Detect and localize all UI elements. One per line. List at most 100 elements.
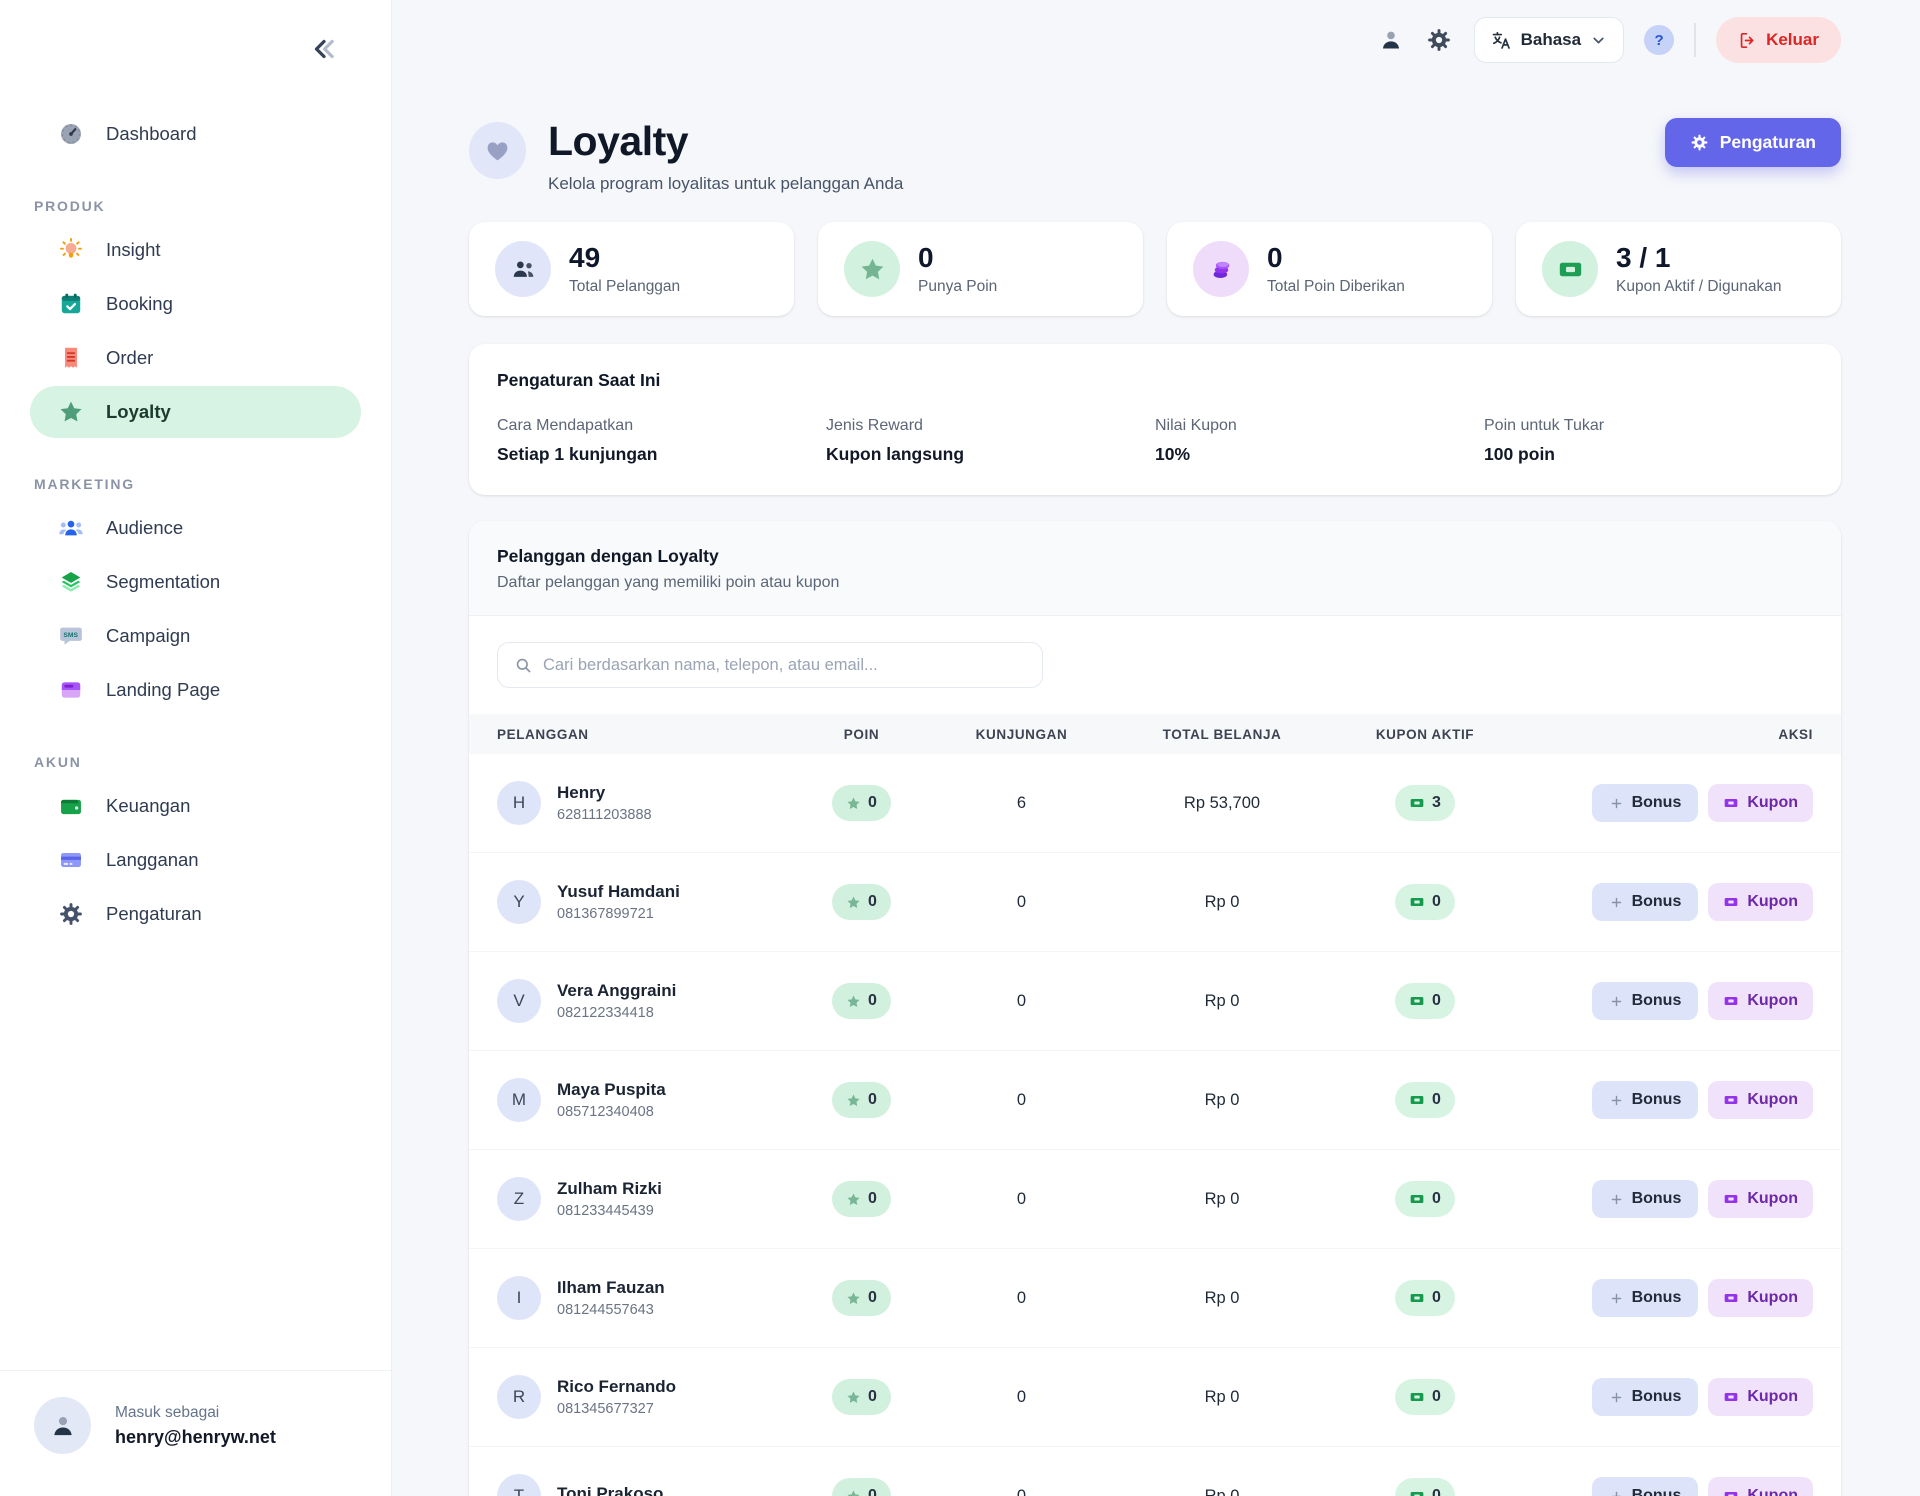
stat-value: 0 — [1267, 242, 1283, 273]
search-input[interactable] — [543, 655, 1026, 675]
points-badge: 0 — [832, 1181, 891, 1217]
chevron-down-icon — [1590, 32, 1607, 49]
points-badge: 0 — [832, 983, 891, 1019]
stat-value: 0 — [918, 242, 934, 273]
star-icon — [846, 1390, 861, 1405]
points-badge: 0 — [832, 785, 891, 821]
stat-label: Total Poin Diberikan — [1267, 278, 1405, 295]
table-row: T Toni Prakoso 0 0 Rp 0 0 Bonus Kupon — [469, 1447, 1841, 1496]
kupon-button[interactable]: Kupon — [1708, 1081, 1813, 1119]
bonus-button[interactable]: Bonus — [1591, 1180, 1699, 1218]
plus-icon — [1609, 994, 1624, 1009]
sidebar-item-pengaturan[interactable]: Pengaturan — [30, 888, 361, 940]
page-subtitle: Kelola program loyalitas untuk pelanggan… — [548, 174, 904, 193]
customer-phone: 081367899721 — [557, 906, 654, 922]
sidebar-item-segmentation[interactable]: Segmentation — [30, 556, 361, 608]
sidebar-item-audience[interactable]: Audience — [30, 502, 361, 554]
layers-icon — [58, 569, 84, 595]
people-group-icon — [495, 241, 551, 297]
bonus-button[interactable]: Bonus — [1591, 1279, 1699, 1317]
visits-value: 0 — [1016, 1387, 1027, 1406]
wallet-icon — [58, 793, 84, 819]
ticket-icon — [1723, 993, 1739, 1009]
pengaturan-button[interactable]: Pengaturan — [1664, 118, 1841, 167]
sidebar-item-booking[interactable]: Booking — [30, 278, 361, 330]
visits-value: 6 — [1016, 793, 1027, 812]
setting-value: Setiap 1 kunjungan — [497, 444, 658, 464]
sidebar-item-label: Booking — [106, 293, 173, 314]
sidebar-item-order[interactable]: Order — [30, 332, 361, 384]
receipt-icon — [58, 345, 84, 371]
total-spend-value: Rp 0 — [1204, 1090, 1240, 1109]
sidebar-item-dashboard[interactable]: Dashboard — [30, 108, 361, 160]
kupon-button[interactable]: Kupon — [1708, 1477, 1813, 1496]
coupons-badge: 0 — [1395, 1478, 1455, 1496]
bonus-button[interactable]: Bonus — [1591, 1477, 1699, 1496]
kupon-button[interactable]: Kupon — [1708, 1378, 1813, 1416]
profile-button[interactable] — [1378, 26, 1406, 54]
bonus-button[interactable]: Bonus — [1591, 982, 1699, 1020]
sidebar-item-keuangan[interactable]: Keuangan — [30, 780, 361, 832]
ticket-icon — [1409, 1488, 1425, 1496]
visits-value: 0 — [1016, 991, 1027, 1010]
bonus-button[interactable]: Bonus — [1591, 883, 1699, 921]
setting-poin-tukar: Poin untuk Tukar 100 poin — [1484, 417, 1813, 465]
topbar: Bahasa ? Keluar — [469, 0, 1841, 64]
logout-icon — [1738, 31, 1757, 50]
bonus-button[interactable]: Bonus — [1591, 1378, 1699, 1416]
sidebar-group-akun: AKUN — [34, 754, 82, 770]
kupon-button[interactable]: Kupon — [1708, 1180, 1813, 1218]
sidebar-item-landing-page[interactable]: Landing Page — [30, 664, 361, 716]
stat-value: 49 — [569, 242, 601, 273]
sidebar-item-label: Landing Page — [106, 679, 221, 700]
kupon-button[interactable]: Kupon — [1708, 1279, 1813, 1317]
sidebar-item-label: Segmentation — [106, 571, 221, 592]
sidebar-item-campaign[interactable]: Campaign — [30, 610, 361, 662]
user-icon — [1378, 27, 1404, 53]
table-row: R Rico Fernando 081345677327 0 0 Rp 0 0 … — [469, 1348, 1841, 1447]
ticket-icon — [1409, 993, 1425, 1009]
total-spend-value: Rp 0 — [1204, 1288, 1240, 1307]
points-badge: 0 — [832, 1478, 891, 1496]
table-row: M Maya Puspita 085712340408 0 0 Rp 0 0 B… — [469, 1051, 1841, 1150]
total-spend-value: Rp 0 — [1204, 1189, 1240, 1208]
bonus-button[interactable]: Bonus — [1591, 784, 1699, 822]
kupon-button[interactable]: Kupon — [1708, 784, 1813, 822]
language-label: Bahasa — [1520, 30, 1582, 49]
sidebar-collapse-button[interactable] — [309, 34, 339, 64]
customer-name: Rico Fernando — [557, 1377, 677, 1396]
setting-label: Nilai Kupon — [1155, 417, 1237, 434]
credit-card-icon — [58, 847, 84, 873]
column-pelanggan: PELANGGAN — [497, 726, 589, 742]
language-dropdown[interactable]: Bahasa — [1473, 17, 1625, 63]
sidebar-item-insight[interactable]: Insight — [30, 224, 361, 276]
settings-icon-button[interactable] — [1426, 26, 1454, 54]
pengaturan-label: Pengaturan — [1719, 132, 1816, 152]
heart-icon — [484, 137, 511, 164]
setting-label: Poin untuk Tukar — [1484, 417, 1605, 434]
avatar: R — [497, 1375, 541, 1419]
gear-icon — [1690, 133, 1709, 152]
sidebar-item-langganan[interactable]: Langganan — [30, 834, 361, 886]
stat-value: 3 / 1 — [1616, 242, 1671, 273]
plus-icon — [1609, 1093, 1624, 1108]
ticket-icon — [1723, 1092, 1739, 1108]
bonus-button[interactable]: Bonus — [1591, 1081, 1699, 1119]
sidebar-item-loyalty[interactable]: Loyalty — [30, 386, 361, 438]
column-kunjungan: KUNJUNGAN — [975, 726, 1068, 742]
avatar: M — [497, 1078, 541, 1122]
setting-label: Jenis Reward — [826, 417, 923, 434]
translate-icon — [1491, 30, 1512, 51]
sidebar-item-label: Campaign — [106, 625, 191, 646]
help-button[interactable]: ? — [1644, 25, 1675, 55]
search-field[interactable] — [497, 642, 1043, 688]
avatar — [34, 1397, 91, 1454]
customer-phone: 628111203888 — [557, 807, 652, 823]
main-content: Bahasa ? Keluar Loyalty Kelola program l… — [392, 0, 1920, 1496]
stat-punya-poin: 0 Punya Poin — [818, 222, 1143, 316]
logout-button[interactable]: Keluar — [1716, 17, 1841, 63]
kupon-button[interactable]: Kupon — [1708, 883, 1813, 921]
kupon-button[interactable]: Kupon — [1708, 982, 1813, 1020]
coupons-badge: 0 — [1395, 1379, 1455, 1415]
points-badge: 0 — [832, 1379, 891, 1415]
